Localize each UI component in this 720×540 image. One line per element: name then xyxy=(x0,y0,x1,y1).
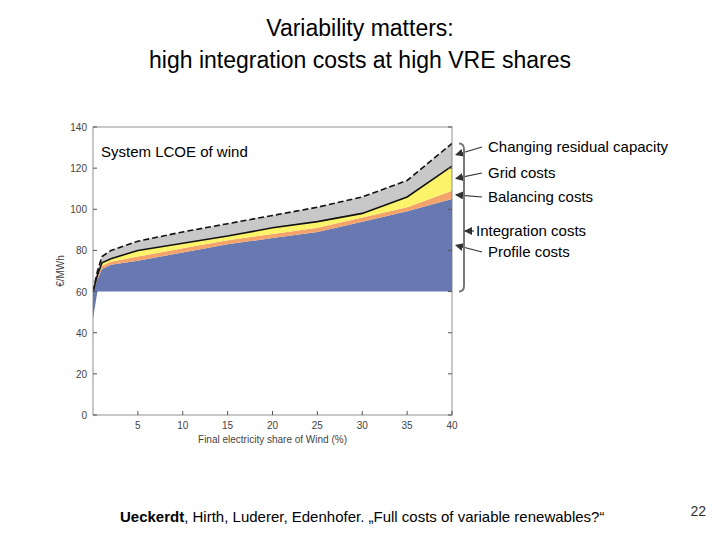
y-tick xyxy=(93,250,97,251)
y-tick-label: 20 xyxy=(76,369,88,380)
y-tick-label: 100 xyxy=(70,204,87,215)
x-tick xyxy=(362,411,363,415)
legend-label: Profile costs xyxy=(488,243,570,260)
x-tick-label: 5 xyxy=(135,420,141,431)
plot-frame xyxy=(93,127,452,415)
y-tick xyxy=(448,168,452,169)
y-tick xyxy=(448,291,452,292)
citation-text: , Hirth, Luderer, Edenhofer. „Full costs… xyxy=(184,508,604,525)
y-tick xyxy=(93,127,97,128)
bracket-arrow xyxy=(465,230,474,231)
x-tick xyxy=(452,411,453,415)
y-tick-label: 80 xyxy=(76,245,88,256)
legend-arrow xyxy=(456,245,482,252)
legend-label: Changing residual capacity xyxy=(488,138,669,155)
subtitle: high integration costs at high VRE share… xyxy=(149,47,571,73)
y-axis-label: €/MWh xyxy=(55,255,66,287)
citation-author: Ueckerdt xyxy=(120,508,184,525)
y-tick-label: 0 xyxy=(81,410,87,421)
legend-arrow xyxy=(456,195,482,197)
x-tick-label: 15 xyxy=(222,420,234,431)
y-tick xyxy=(448,373,452,374)
area xyxy=(93,143,452,291)
y-tick xyxy=(93,415,97,416)
bracket-label: Integration costs xyxy=(476,222,586,239)
annotation: System LCOE of wind xyxy=(101,143,248,160)
y-tick-label: 120 xyxy=(70,163,87,174)
legend-label: Balancing costs xyxy=(488,188,593,205)
title: Variability matters: xyxy=(266,15,453,41)
y-tick-label: 40 xyxy=(76,328,88,339)
y-tick xyxy=(93,209,97,210)
y-tick xyxy=(448,250,452,251)
y-tick xyxy=(93,373,97,374)
x-tick xyxy=(227,411,228,415)
x-tick-label: 35 xyxy=(402,420,414,431)
y-tick-label: 140 xyxy=(70,122,87,133)
area xyxy=(93,292,452,415)
y-tick xyxy=(448,415,452,416)
x-tick xyxy=(317,411,318,415)
x-tick-label: 30 xyxy=(357,420,369,431)
y-tick xyxy=(93,332,97,333)
legend-arrow xyxy=(456,147,482,155)
y-tick xyxy=(93,291,97,292)
citation: Ueckerdt, Hirth, Luderer, Edenhofer. „Fu… xyxy=(120,508,604,525)
areas xyxy=(93,143,452,415)
boundary-line xyxy=(93,143,452,291)
x-tick xyxy=(182,411,183,415)
x-tick-label: 40 xyxy=(446,420,458,431)
y-tick xyxy=(448,209,452,210)
x-tick-label: 10 xyxy=(177,420,189,431)
x-tick-label: 20 xyxy=(267,420,279,431)
boundary-line xyxy=(93,166,452,291)
y-tick xyxy=(448,332,452,333)
page-number: 22 xyxy=(690,503,706,519)
legend-label: Grid costs xyxy=(488,164,556,181)
y-tick xyxy=(448,127,452,128)
slide: Variability matters: high integration cos… xyxy=(0,0,720,540)
legend-arrow xyxy=(456,173,482,178)
x-tick xyxy=(407,411,408,415)
x-tick xyxy=(272,411,273,415)
x-axis-label: Final electricity share of Wind (%) xyxy=(198,434,347,445)
y-tick-label: 60 xyxy=(76,287,88,298)
x-tick-label: 25 xyxy=(312,420,324,431)
y-tick xyxy=(93,168,97,169)
bracket xyxy=(459,143,464,291)
x-tick xyxy=(137,411,138,415)
